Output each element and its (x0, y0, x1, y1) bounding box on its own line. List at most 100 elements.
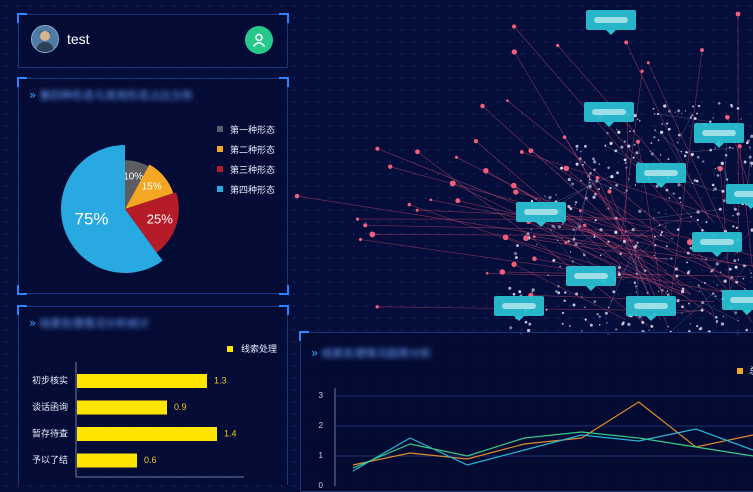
line-series[interactable] (353, 432, 753, 468)
pie-legend-item[interactable]: 第三种形态 (217, 159, 275, 179)
globe-dot (616, 129, 618, 131)
ray-endpoint (607, 189, 611, 193)
ray-endpoint (295, 194, 300, 199)
globe-dot (736, 227, 738, 229)
globe-dot (596, 313, 599, 316)
globe-dot (607, 167, 610, 170)
pie-legend-item[interactable]: 第二种形态 (217, 139, 275, 159)
globe-dot (576, 149, 578, 151)
profile-button[interactable] (245, 26, 273, 54)
globe-dot (638, 210, 641, 213)
bar[interactable] (77, 454, 137, 468)
globe-dot (562, 312, 564, 314)
bar[interactable] (77, 427, 217, 441)
globe-dot (715, 147, 716, 148)
globe-dot (692, 106, 694, 108)
globe-dot (688, 270, 690, 272)
globe-dot (690, 323, 691, 324)
globe-dot (576, 163, 579, 166)
globe-dot (637, 119, 638, 120)
globe-dot (699, 291, 700, 292)
bar-legend-label: 线索处理 (241, 342, 277, 355)
globe-dot (564, 300, 566, 302)
globe-dot (745, 329, 748, 332)
globe-dot (746, 142, 749, 145)
avatar[interactable] (31, 25, 59, 53)
bar-panel-header: » 线索处理情况分析统计 (29, 315, 149, 331)
ray-endpoint (736, 12, 741, 17)
globe-dot (677, 109, 680, 112)
globe-tooltip-box[interactable] (722, 290, 753, 315)
ray-endpoint (556, 44, 559, 47)
globe-dot (593, 300, 596, 303)
globe-tooltip-box[interactable] (566, 266, 616, 291)
bar[interactable] (77, 374, 207, 388)
pie-legend-item[interactable]: 第一种形态 (217, 119, 275, 139)
globe-dot (592, 196, 595, 199)
bar-category-label: 谈话函询 (32, 401, 68, 412)
y-tick-label: 0 (319, 481, 324, 490)
globe-network-map (288, 0, 753, 335)
pie-legend-label: 第三种形态 (230, 163, 275, 176)
globe-dot (528, 323, 531, 326)
ray-endpoint (455, 198, 460, 203)
globe-tooltip-box[interactable] (586, 10, 636, 35)
globe-dot (571, 183, 574, 186)
globe-dot (625, 162, 627, 164)
globe-dot (593, 160, 596, 163)
globe-tooltip-box[interactable] (694, 123, 744, 148)
globe-dot (696, 113, 698, 115)
globe-dot (513, 293, 516, 296)
globe-dot (691, 153, 694, 156)
ray-endpoint (429, 198, 432, 201)
line-legend: 总 (737, 364, 753, 377)
globe-dot (729, 268, 732, 271)
globe-tooltip-box[interactable] (516, 202, 566, 227)
globe-dot (620, 146, 623, 149)
globe-dot (629, 131, 631, 133)
globe-dot (580, 151, 581, 152)
ray-endpoint (647, 61, 650, 64)
ray-endpoint (738, 144, 742, 148)
globe-dot (615, 329, 617, 331)
globe-dot (744, 161, 747, 164)
globe-dot (721, 322, 724, 325)
globe-dot (680, 202, 681, 203)
globe-dot (575, 204, 576, 205)
bar-value-label: 0.6 (144, 455, 157, 465)
ray-endpoint (455, 156, 458, 159)
bar[interactable] (77, 401, 167, 415)
ray-endpoint (523, 235, 529, 241)
globe-dot (661, 123, 663, 125)
globe-tooltip-box[interactable] (494, 296, 544, 321)
globe-dot (710, 271, 711, 272)
ray-endpoint (480, 104, 484, 108)
globe-dot (575, 145, 578, 148)
globe-dot (616, 171, 619, 174)
globe-dot (681, 113, 682, 114)
globe-dot (653, 136, 655, 138)
globe-dot (650, 325, 653, 328)
globe-dot (562, 323, 564, 325)
globe-dot (732, 215, 733, 216)
globe-link (654, 209, 721, 218)
globe-dot (625, 167, 627, 169)
globe-dot (595, 219, 597, 221)
ray-line (365, 225, 653, 231)
bar-category-label: 初步核实 (32, 374, 68, 385)
globe-tooltip-box[interactable] (626, 296, 676, 321)
pie-legend-label: 第二种形态 (230, 143, 275, 156)
globe-dot (633, 157, 635, 159)
legend-swatch (217, 186, 223, 192)
globe-dot (716, 322, 718, 324)
globe-dot (688, 302, 690, 304)
ray-endpoint (640, 70, 643, 73)
pie-slice-label: 15% (142, 182, 162, 193)
globe-tooltip-box[interactable] (726, 184, 753, 209)
globe-dot (665, 213, 666, 214)
pie-chart: 10%15%25%75% (37, 111, 197, 281)
globe-dot (679, 197, 682, 200)
ray-endpoint (450, 180, 456, 186)
globe-dot (570, 251, 571, 252)
pie-legend-item[interactable]: 第四种形态 (217, 179, 275, 199)
